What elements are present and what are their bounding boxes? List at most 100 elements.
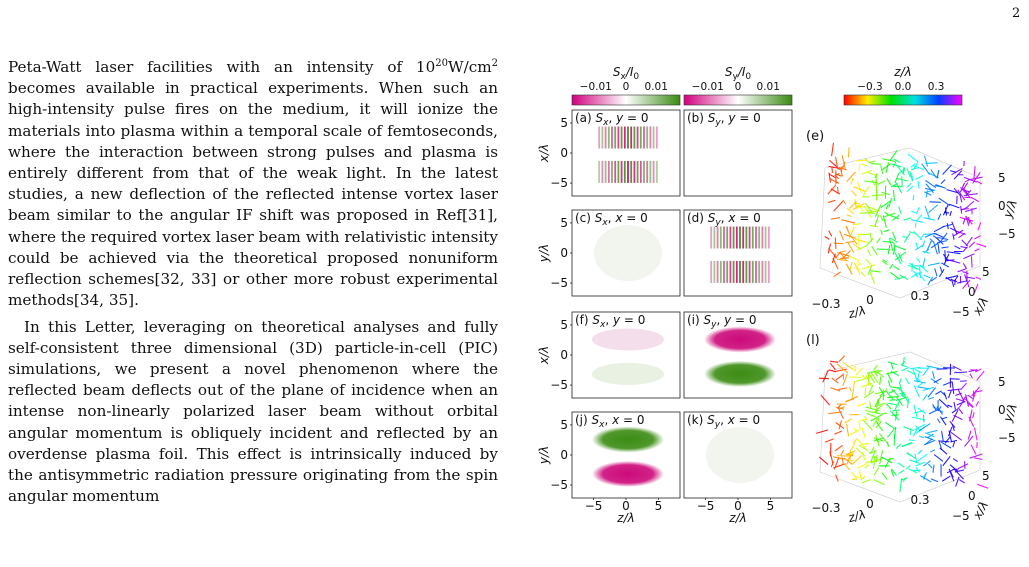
vector-arrow — [867, 264, 873, 276]
vector-arrow — [875, 434, 880, 447]
vector-arrow — [857, 463, 868, 469]
vector-arrow — [962, 187, 969, 195]
vector-arrow — [881, 456, 893, 464]
field-stripe — [646, 126, 649, 149]
vector-arrow — [947, 390, 952, 399]
vector-arrow — [848, 386, 852, 392]
vector-arrow — [965, 215, 970, 226]
vector-arrow — [846, 423, 850, 437]
vector-arrow — [910, 272, 919, 278]
vector-arrow — [913, 404, 918, 418]
vector-arrow — [828, 172, 832, 183]
vector-arrow — [882, 158, 895, 163]
field-stripe — [735, 226, 738, 249]
vector-arrow — [864, 415, 868, 421]
vector-arrow — [932, 371, 935, 379]
vector-arrow — [913, 380, 926, 384]
vector-arrow — [941, 431, 944, 442]
vector-arrow — [950, 439, 958, 443]
vector-arrow — [921, 163, 931, 175]
vector-arrow — [872, 455, 878, 459]
vector-arrow — [937, 242, 940, 254]
vector-arrow — [912, 368, 919, 382]
x-tick-label: 0 — [968, 285, 976, 299]
vector-arrow — [947, 259, 961, 264]
vector-arrow — [874, 395, 882, 407]
vector-arrow — [957, 268, 967, 273]
vector-arrow — [882, 259, 888, 263]
vector-arrow — [887, 380, 891, 387]
field-stripe — [604, 126, 607, 149]
field-stripe — [633, 126, 636, 149]
vector-arrow — [910, 167, 918, 171]
field-stripe — [611, 160, 613, 183]
vector-arrow — [924, 432, 935, 438]
vector-arrow — [942, 253, 949, 262]
vector-arrow — [900, 360, 906, 366]
field-faint-lower — [592, 362, 664, 385]
vector-arrow — [852, 186, 867, 193]
vector-arrow — [866, 412, 876, 418]
vector-arrow — [976, 180, 983, 185]
field-stripe — [723, 260, 725, 283]
vector-arrow — [879, 376, 882, 385]
panel-label: (i) Sy, y = 0 — [687, 313, 757, 330]
vector-arrow — [844, 395, 859, 403]
panel-8: (k) Sy, x = 0 −5 0 5 z/λ — [683, 411, 793, 525]
colorbar-title: Sy/I0 — [725, 65, 752, 82]
vector-arrow — [914, 368, 922, 374]
vector-arrow — [914, 423, 926, 431]
vector-arrow — [975, 276, 982, 280]
vector-arrow — [965, 207, 977, 213]
vector-arrow — [882, 215, 887, 228]
vector-arrow — [965, 236, 973, 247]
vector-arrow — [894, 251, 907, 261]
vector-arrow — [894, 399, 901, 411]
vector-arrow — [911, 263, 914, 272]
field-stripe — [633, 160, 636, 183]
vector-arrow — [874, 402, 886, 408]
vector-arrow — [914, 165, 925, 171]
vector-arrow — [864, 202, 874, 214]
vector-arrow — [860, 271, 866, 277]
vector-arrow — [838, 420, 842, 430]
vector-arrow — [898, 206, 902, 214]
vector-arrow — [923, 217, 935, 221]
vector-arrow — [949, 464, 959, 472]
vector-arrow — [870, 413, 883, 422]
vector-arrow — [865, 406, 879, 412]
vector-arrow — [906, 369, 916, 376]
vector-arrow — [834, 156, 839, 170]
vector-arrow — [906, 398, 910, 409]
vector-arrow — [930, 169, 937, 178]
vector-arrow — [824, 235, 830, 240]
vector-arrow — [942, 164, 952, 175]
vector-arrow — [839, 230, 845, 241]
vector-arrow — [941, 246, 949, 249]
x-tick-label: 5 — [655, 499, 663, 513]
vector-arrow — [911, 210, 918, 214]
vector-arrow — [970, 196, 980, 203]
vector-arrow — [878, 433, 888, 444]
vector-arrow — [841, 250, 851, 260]
colorbar-2: Sy/I0−0.01 0 0.01 — [683, 65, 793, 106]
vector-arrow — [858, 204, 864, 212]
vector-arrow — [972, 172, 981, 184]
vector-arrow — [947, 388, 961, 392]
vector-arrow — [893, 158, 901, 163]
field-stripe — [739, 260, 741, 283]
field-stripe — [761, 226, 764, 249]
vector-arrow — [863, 390, 875, 399]
field-stripe — [652, 126, 655, 149]
vector-arrow — [899, 478, 903, 493]
field-stripe — [601, 160, 604, 183]
vector-arrow — [856, 402, 867, 407]
y-tick-label: 0 — [560, 348, 568, 362]
vector-arrow — [870, 411, 881, 415]
vector-arrow — [969, 409, 973, 422]
x-axis-label: z/λ — [616, 511, 634, 525]
vector-arrow — [913, 385, 921, 398]
field-lobe-upper — [592, 426, 664, 453]
vector-arrow — [967, 394, 974, 400]
field-stripe — [748, 226, 751, 249]
